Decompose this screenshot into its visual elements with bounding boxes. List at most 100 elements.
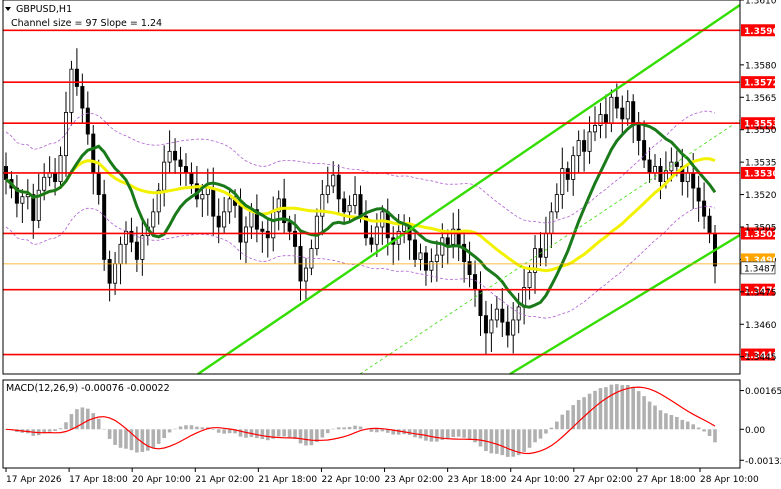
candle-body [647,159,652,174]
candle-body [156,189,161,213]
macd-bar [685,421,690,430]
level-tag [741,166,775,179]
candle-body [631,101,636,126]
macd-bar [385,429,390,433]
candle-body [636,124,641,141]
macd-bar [500,429,505,456]
macd-bar [527,429,532,448]
x-tick-label: 27 Apr 02:00 [574,475,633,485]
symbol-label: GBPUSD,H1 [16,4,72,15]
macd-bar [244,429,248,438]
candle-body [183,166,188,174]
macd-signal-line [5,386,716,455]
macd-bar [511,429,516,457]
candle-body [74,68,79,87]
macd-bar [189,425,194,430]
candle-body [603,114,608,124]
candle-body [314,215,319,250]
macd-bar [609,384,614,430]
candle-body [473,274,478,291]
candle-body [669,161,674,172]
macd-bar [445,429,450,440]
macd-bar [156,429,161,444]
level-tag [741,283,775,296]
candle-body [598,114,603,126]
macd-bar [647,401,652,430]
macd-bar [462,429,466,438]
macd-bar [135,429,139,453]
candle-body [418,252,423,260]
macd-bar [222,429,226,434]
macd-bar [544,429,548,434]
candle-body [565,168,570,180]
candle-body [511,319,516,336]
candle-body [162,161,167,191]
macd-tick-label: 0.00 [745,426,765,436]
macd-bar [293,429,297,440]
macd-bar [80,407,85,430]
y-tick-label: 1.3580 [745,61,777,71]
level-tag [741,227,775,240]
macd-bar [304,429,308,446]
macd-bar [625,385,630,430]
candle-body [614,96,619,109]
current-price-tag [740,261,776,275]
price-frame [2,0,741,375]
macd-bar [369,429,374,432]
y-tick-label: 1.3505 [745,223,777,233]
macd-label: MACD(12,26,9) -0.00076 -0.00022 [6,383,170,394]
macd-bar [636,391,641,430]
candle-body [434,254,439,262]
x-tick-label: 23 Apr 18:00 [448,475,507,485]
macd-bar [396,429,401,435]
macd-tick-label: -0.00132 [745,457,781,467]
macd-bar [571,405,575,430]
macd-bar [593,390,597,430]
candle-body [36,189,41,221]
channel-upper [197,4,741,375]
candle-body [303,267,308,282]
macd-bar [282,429,286,437]
collapse-triangle-icon[interactable] [5,7,11,11]
candle-body [467,261,472,275]
candle-body [331,174,336,187]
macd-bar [129,429,134,451]
candle-body [243,226,248,243]
macd-bar [113,429,117,445]
macd-bar [69,413,74,430]
macd-bar [91,413,96,430]
candle-body [205,187,210,195]
macd-bar [604,387,608,430]
hidden-price-label: 1.3490 [744,256,779,266]
macd-bar [227,429,232,434]
candle-body [494,308,499,321]
price-panel [3,4,741,376]
macd-bar [146,429,150,451]
macd-bar [713,429,717,443]
candle-body [413,239,418,260]
candle-body [173,150,178,161]
macd-bar [271,429,276,439]
macd-bar [615,384,619,430]
candle-body [560,168,565,195]
macd-bar [287,429,292,438]
macd-bar [549,427,554,430]
macd-bar [96,418,101,430]
macd-bar [75,409,79,430]
macd-bar [53,429,57,431]
macd-bar [320,429,325,438]
candle-body [276,198,281,213]
candle-body [227,198,232,213]
candle-body [587,131,592,152]
level-tag [741,117,775,130]
macd-bar [42,429,46,434]
candle-body [609,96,614,124]
candle-body [456,228,461,245]
macd-bar [620,385,625,430]
candle-body [429,261,434,271]
macd-bar [440,429,445,440]
macd-bar [456,429,461,437]
macd-bar [58,428,63,430]
